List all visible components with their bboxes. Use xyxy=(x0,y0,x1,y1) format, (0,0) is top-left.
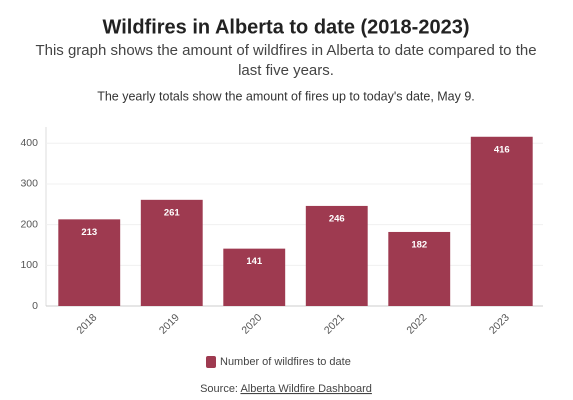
x-tick-label: 2023 xyxy=(487,311,512,336)
chart-note: The yearly totals show the amount of fir… xyxy=(97,89,475,103)
x-tick-label: 2018 xyxy=(74,311,99,336)
source: Source: Alberta Wildfire Dashboard xyxy=(200,383,372,395)
data-label: 141 xyxy=(246,256,263,267)
source-link[interactable]: Alberta Wildfire Dashboard xyxy=(240,383,371,395)
bar xyxy=(388,231,451,306)
legend-label: Number of wildfires to date xyxy=(220,356,351,368)
y-tick-label: 300 xyxy=(20,178,38,190)
x-tick-label: 2021 xyxy=(322,311,347,336)
source-label: Source: xyxy=(200,383,238,395)
chart-subtitle: This graph shows the amount of wildfires… xyxy=(35,42,536,59)
data-label: 213 xyxy=(81,227,97,238)
chart-subtitle: last five years. xyxy=(238,62,334,79)
data-label: 182 xyxy=(411,239,427,250)
bar xyxy=(223,248,286,306)
x-tick-label: 2019 xyxy=(157,311,182,336)
data-label: 261 xyxy=(164,207,181,218)
chart-title: Wildfires in Alberta to date (2018-2023) xyxy=(103,16,470,38)
bar xyxy=(305,205,368,306)
y-tick-label: 400 xyxy=(20,137,38,149)
y-tick-label: 0 xyxy=(32,300,38,312)
bar xyxy=(470,136,533,306)
legend-swatch xyxy=(206,356,216,368)
data-label: 246 xyxy=(329,213,345,224)
bar xyxy=(140,199,203,306)
y-tick-label: 200 xyxy=(20,218,38,230)
data-label: 416 xyxy=(494,144,510,155)
x-tick-label: 2022 xyxy=(404,311,429,336)
bar xyxy=(58,219,121,306)
y-tick-label: 100 xyxy=(20,259,38,271)
x-tick-label: 2020 xyxy=(239,311,264,336)
